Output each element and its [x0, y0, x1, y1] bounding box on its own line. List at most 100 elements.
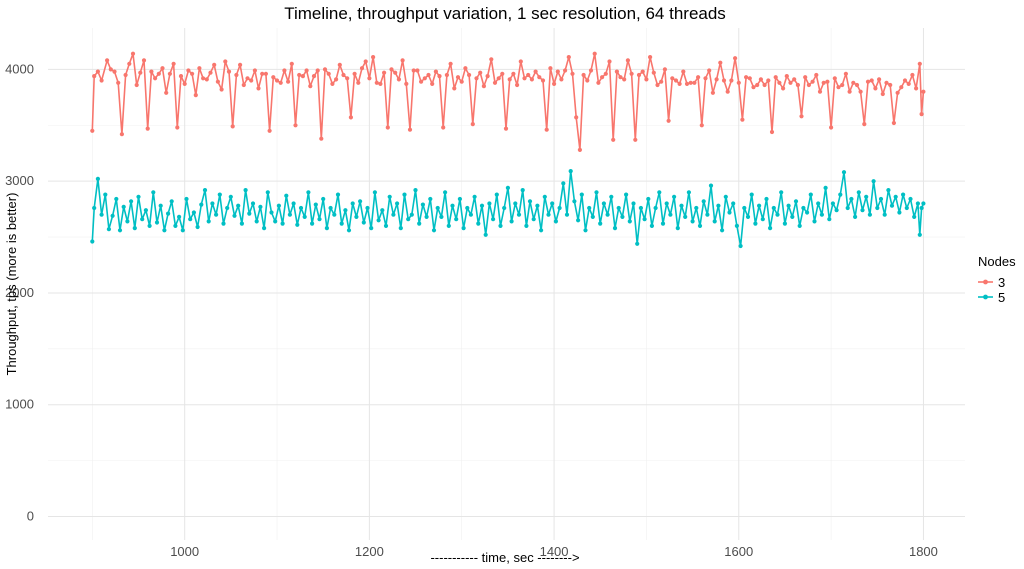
data-point-3: [459, 79, 464, 84]
data-point-5: [904, 205, 909, 211]
data-point-3: [352, 71, 357, 76]
data-point-3: [160, 66, 165, 71]
data-point-5: [302, 214, 307, 219]
data-point-5: [915, 201, 921, 206]
data-point-5: [210, 201, 215, 206]
data-point-5: [295, 222, 300, 227]
data-point-5: [468, 212, 473, 217]
data-point-5: [734, 223, 740, 228]
data-point-5: [265, 190, 270, 195]
data-point-3: [226, 69, 232, 74]
data-point-5: [587, 205, 592, 211]
data-point-3: [319, 136, 324, 141]
data-point-3: [474, 76, 479, 81]
data-point-5: [838, 192, 843, 197]
data-point-5: [250, 201, 256, 206]
data-point-3: [282, 68, 287, 73]
data-point-3: [371, 55, 376, 60]
data-point-3: [385, 125, 390, 130]
data-point-3: [662, 67, 668, 72]
data-point-3: [895, 90, 900, 95]
data-point-5: [786, 203, 791, 208]
data-point-3: [167, 71, 172, 76]
data-point-5: [439, 214, 444, 219]
data-point-5: [649, 223, 655, 228]
data-point-5: [527, 199, 533, 204]
data-point-5: [158, 203, 163, 208]
data-point-3: [526, 72, 531, 78]
data-point-5: [358, 199, 363, 204]
data-point-5: [136, 194, 141, 199]
data-point-3: [470, 122, 475, 127]
data-point-3: [92, 74, 97, 79]
data-point-3: [740, 117, 745, 122]
data-point-5: [668, 212, 673, 217]
data-point-5: [328, 205, 333, 211]
data-point-5: [143, 208, 148, 213]
data-point-3: [670, 76, 675, 81]
data-point-3: [858, 89, 863, 94]
data-point-3: [286, 79, 291, 84]
data-point-3: [721, 78, 727, 83]
data-point-5: [125, 219, 130, 224]
data-point-3: [274, 78, 280, 83]
data-point-3: [289, 61, 294, 66]
data-point-3: [814, 72, 819, 78]
data-point-5: [184, 196, 189, 202]
data-point-5: [753, 221, 758, 226]
data-point-5: [465, 205, 470, 211]
data-point-5: [638, 205, 644, 211]
data-point-5: [742, 205, 747, 211]
data-point-5: [147, 223, 152, 228]
data-point-3: [873, 86, 878, 91]
data-point-5: [513, 201, 518, 206]
data-point-3: [544, 127, 549, 132]
data-point-3: [592, 51, 597, 56]
legend: Nodes 35: [978, 254, 1016, 305]
data-point-3: [119, 132, 124, 137]
y-tick-label: 0: [27, 509, 34, 524]
data-point-5: [646, 196, 651, 202]
data-point-3: [245, 76, 250, 81]
data-point-5: [768, 226, 773, 231]
data-point-5: [509, 219, 514, 224]
data-point-3: [840, 82, 845, 88]
data-point-3: [95, 69, 100, 74]
data-point-5: [672, 194, 677, 199]
data-point-5: [239, 221, 244, 226]
data-point-5: [132, 226, 137, 231]
data-point-3: [555, 69, 560, 74]
data-point-5: [908, 196, 913, 202]
data-point-3: [190, 71, 195, 76]
data-point-3: [891, 120, 897, 126]
data-point-3: [407, 127, 413, 132]
data-point-5: [417, 221, 422, 226]
data-point-3: [681, 69, 686, 74]
data-point-3: [267, 128, 272, 133]
data-point-3: [917, 61, 922, 66]
data-point-3: [862, 122, 867, 127]
data-point-3: [596, 80, 601, 85]
data-point-5: [313, 202, 318, 207]
data-point-3: [500, 71, 505, 76]
data-point-3: [825, 79, 830, 84]
data-point-3: [141, 58, 147, 63]
data-point-3: [729, 78, 734, 83]
data-point-5: [749, 192, 754, 197]
data-point-3: [230, 124, 235, 129]
y-tick-label: 4000: [5, 61, 34, 76]
data-point-3: [485, 74, 490, 79]
data-point-3: [869, 78, 874, 83]
data-point-3: [795, 82, 801, 88]
data-point-3: [655, 82, 660, 88]
data-point-3: [145, 126, 150, 131]
data-point-5: [771, 205, 776, 211]
data-point-5: [790, 214, 795, 219]
data-point-5: [823, 185, 828, 190]
data-point-3: [529, 77, 535, 82]
data-point-3: [326, 71, 331, 76]
data-point-5: [169, 199, 174, 204]
data-point-3: [219, 87, 224, 92]
data-point-5: [598, 221, 603, 226]
data-point-5: [431, 228, 437, 233]
